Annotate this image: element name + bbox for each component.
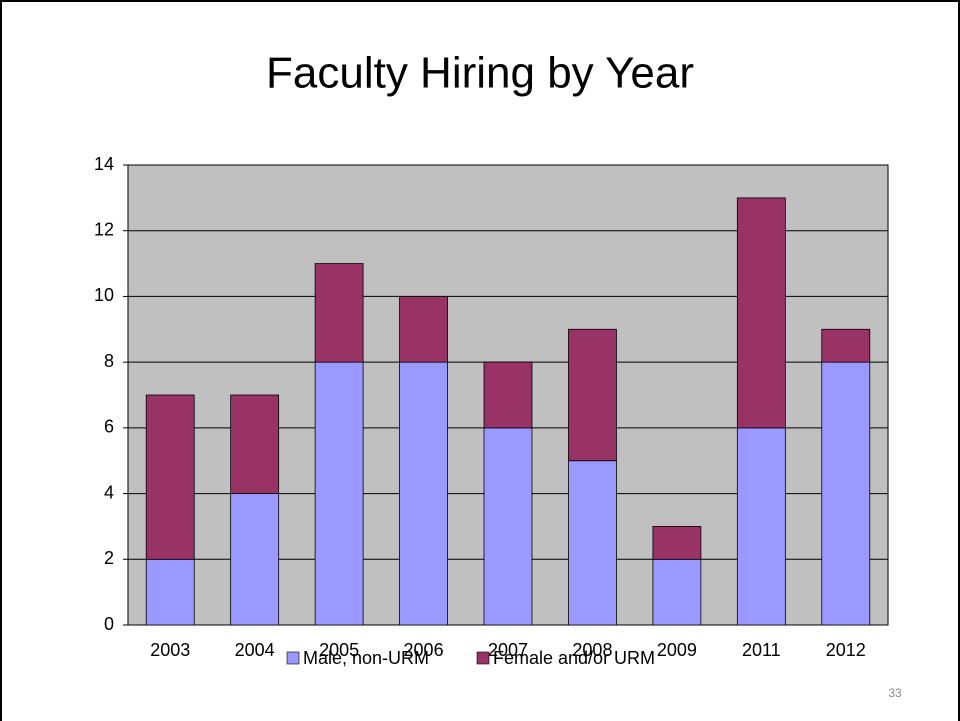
bar-segment xyxy=(736,197,786,429)
slide-number: 33 xyxy=(888,686,902,700)
legend-label: Female and/or URM xyxy=(493,648,655,668)
bar-segment xyxy=(314,263,364,363)
legend-label: Male, non-URM xyxy=(303,648,429,668)
y-tick-label: 8 xyxy=(104,351,114,371)
x-tick-label: 2007 xyxy=(488,640,528,660)
y-tick-label: 2 xyxy=(104,548,114,568)
legend-swatch xyxy=(286,651,300,665)
bar-segment xyxy=(399,361,448,626)
bar-segment xyxy=(314,361,364,626)
x-tick-label: 2005 xyxy=(319,640,359,660)
bar-segment xyxy=(652,558,702,626)
x-tick-label: 2006 xyxy=(404,640,444,660)
y-tick-label: 0 xyxy=(104,614,114,634)
bar-segment xyxy=(652,526,702,560)
bar-segment xyxy=(230,394,280,494)
bar-segment xyxy=(145,558,195,626)
y-tick-label: 12 xyxy=(94,219,114,239)
bar-segment xyxy=(736,427,786,626)
x-tick-label: 2004 xyxy=(235,640,275,660)
bar-segment xyxy=(568,460,617,626)
legend-swatch xyxy=(476,651,490,665)
bar-segment xyxy=(230,493,280,626)
y-tick-label: 10 xyxy=(94,285,114,305)
y-tick-label: 4 xyxy=(104,482,114,502)
bar-segment xyxy=(821,328,871,363)
x-tick-label: 2003 xyxy=(150,640,190,660)
bar-segment xyxy=(145,394,195,560)
bar-segment xyxy=(568,328,617,462)
y-tick-label: 14 xyxy=(94,154,114,174)
y-tick-label: 6 xyxy=(104,417,114,437)
x-tick-label: 2008 xyxy=(572,640,612,660)
bar-segment xyxy=(821,361,871,626)
bar-segment xyxy=(399,296,448,363)
x-tick-label: 2011 xyxy=(742,640,781,660)
slide-title: Faculty Hiring by Year xyxy=(266,49,694,98)
x-tick-label: 2009 xyxy=(657,640,697,660)
bar-segment xyxy=(483,427,533,626)
bar-segment xyxy=(483,361,533,429)
x-tick-label: 2012 xyxy=(826,640,866,660)
